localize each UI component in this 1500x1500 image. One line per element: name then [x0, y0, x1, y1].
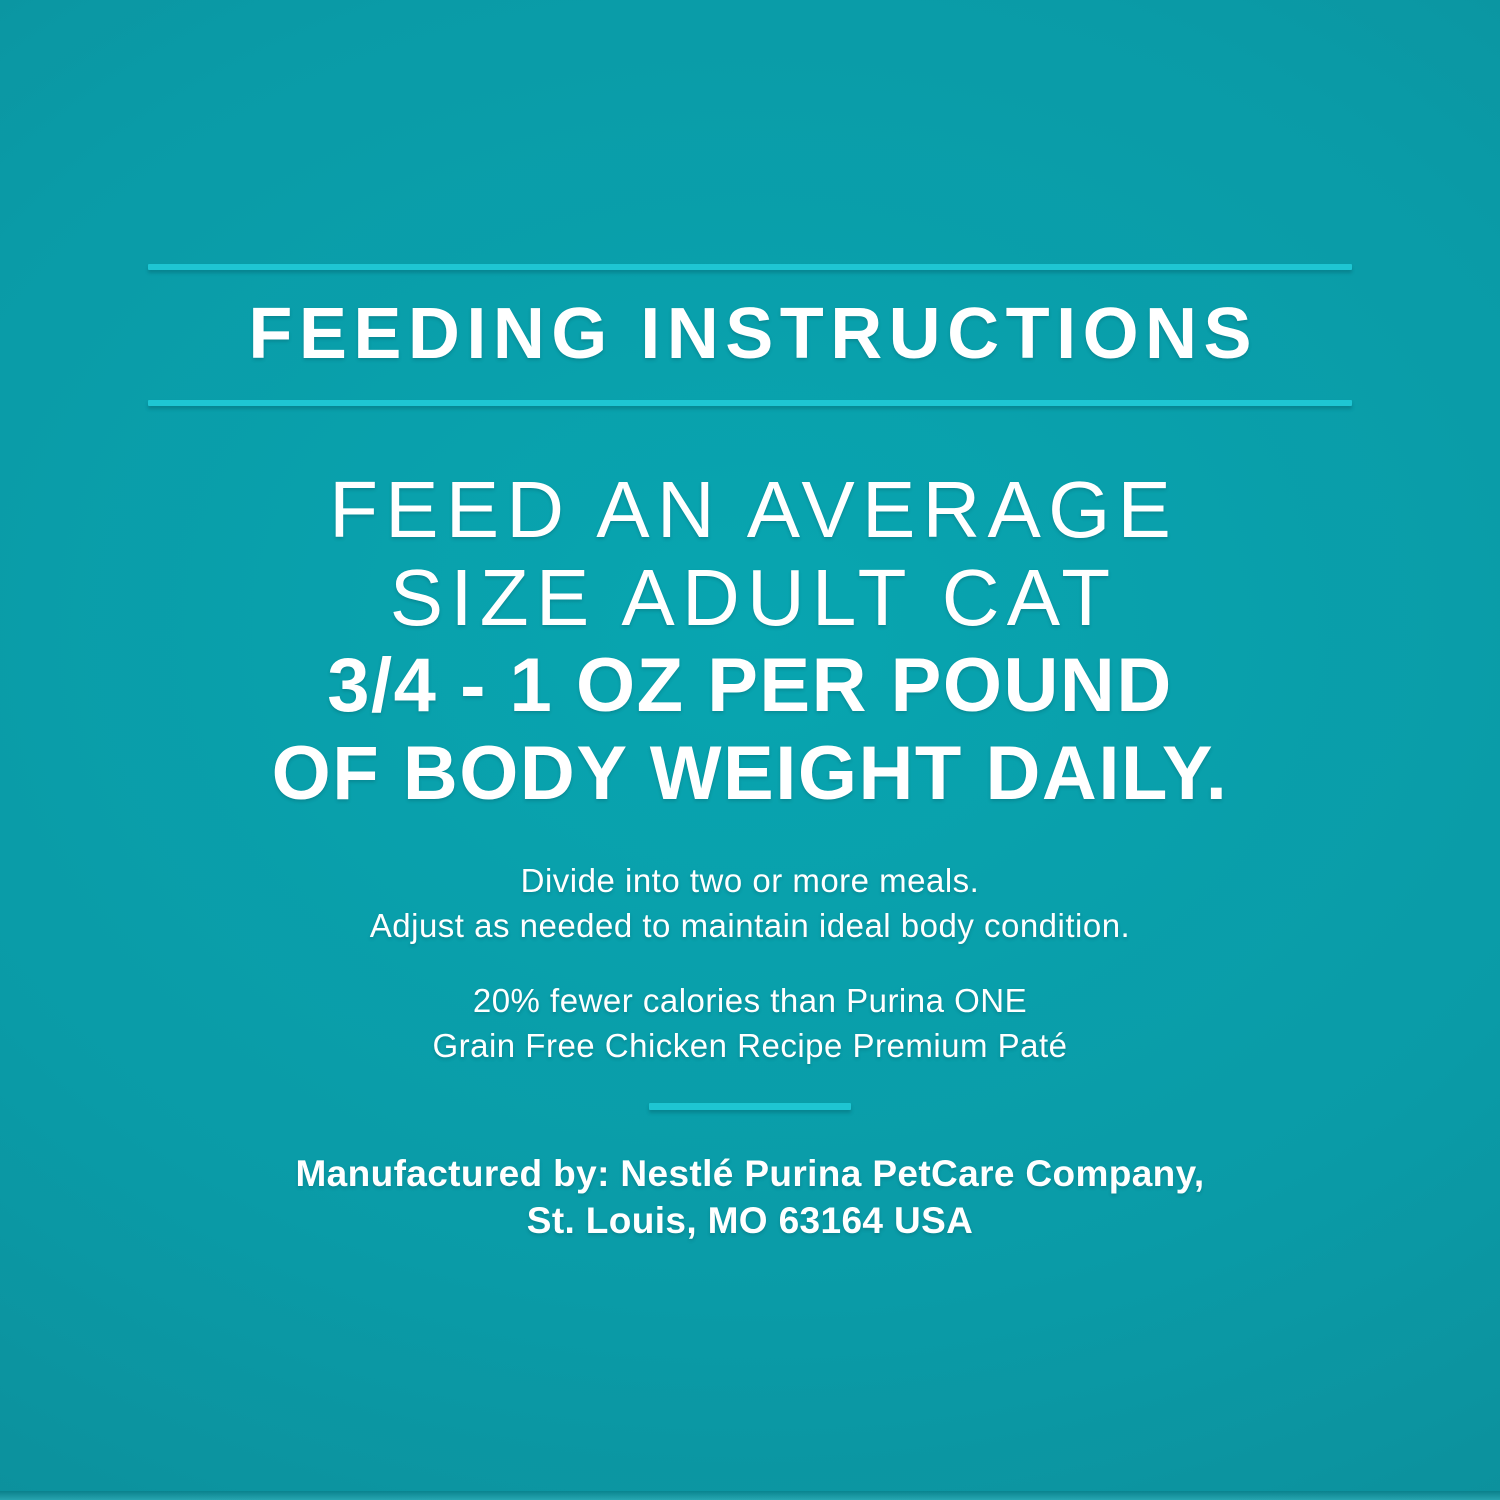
- page-title: FEEDING INSTRUCTIONS: [248, 294, 1259, 374]
- headline-line-1: FEED AN AVERAGE: [329, 465, 1179, 554]
- calorie-comparison-line-2: Grain Free Chicken Recipe Premium Paté: [432, 1027, 1068, 1064]
- meals-note-line-2: Adjust as needed to maintain ideal body …: [369, 907, 1131, 944]
- manufacturer-line-2: St. Louis, MO 63164 USA: [526, 1200, 974, 1241]
- manufacturer-line-1: Manufactured by: Nestlé Purina PetCare C…: [295, 1153, 1205, 1194]
- headline-line-4: OF BODY WEIGHT DAILY.: [271, 731, 1229, 816]
- title-rule-bottom: [148, 400, 1352, 406]
- title-rule-top: [148, 264, 1352, 270]
- label-bottom-edge: [0, 1491, 1500, 1500]
- headline-line-3: 3/4 - 1 OZ PER POUND: [327, 643, 1173, 728]
- meals-note-line-1: Divide into two or more meals.: [520, 862, 980, 899]
- manufacturer-divider: [649, 1103, 851, 1110]
- headline-line-2: SIZE ADULT CAT: [389, 553, 1118, 642]
- calorie-comparison-line-1: 20% fewer calories than Purina ONE: [472, 982, 1028, 1019]
